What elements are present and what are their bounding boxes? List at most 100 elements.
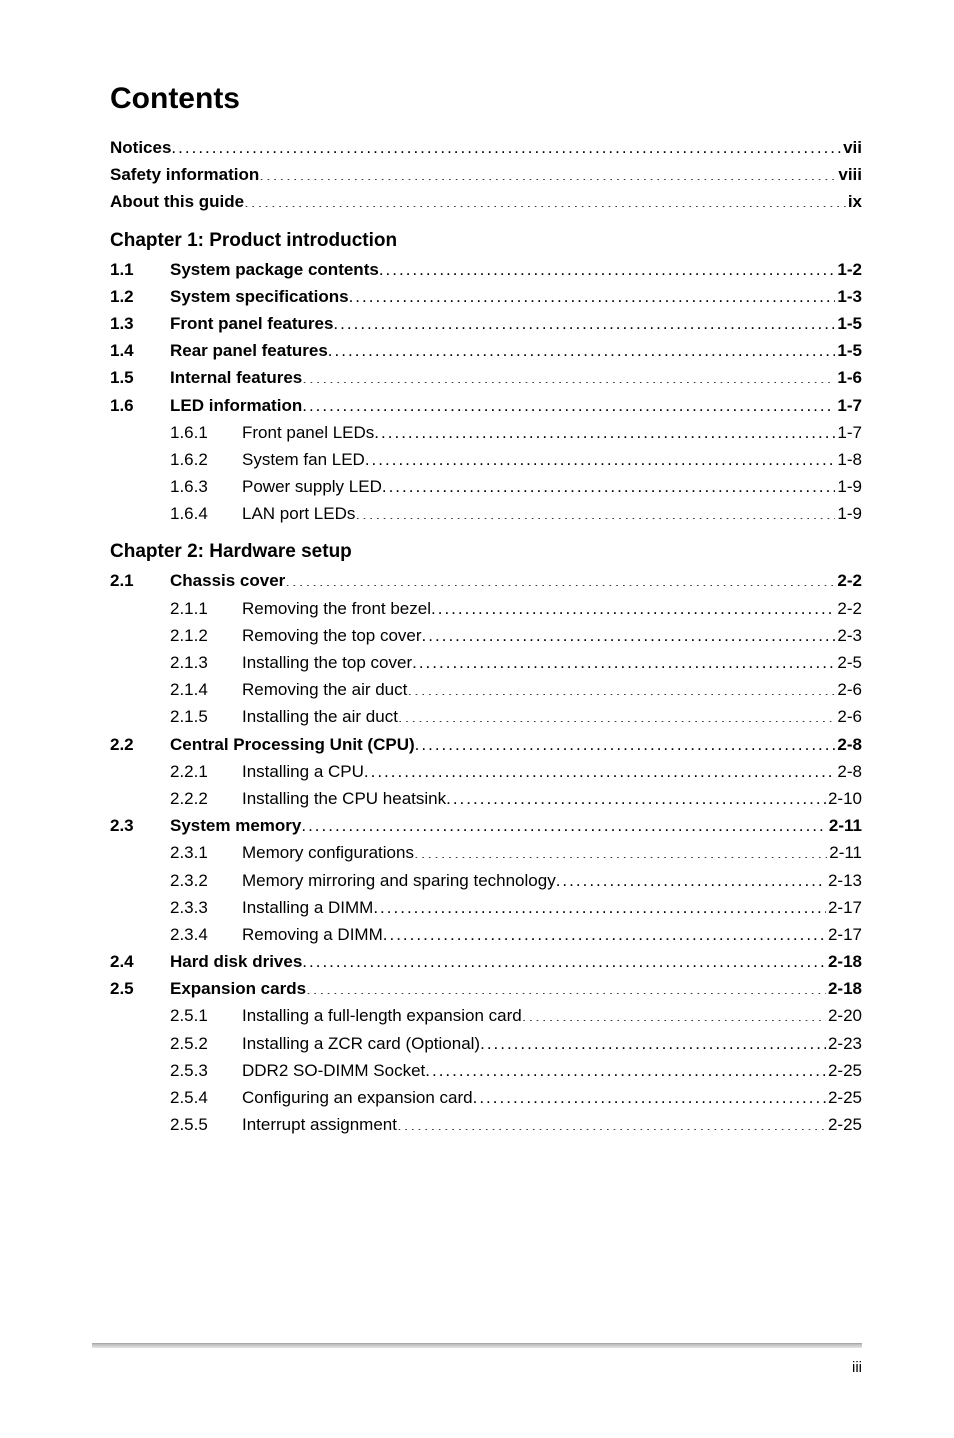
- toc-subentry: 2.3.2 Memory mirroring and sparing techn…: [110, 867, 862, 894]
- toc-page: 2-3: [835, 622, 862, 649]
- toc-num: 1.3: [110, 310, 170, 337]
- toc-entry: 1.5 Internal features 1-6: [110, 364, 862, 391]
- toc-label: System specifications: [170, 283, 349, 310]
- toc-label: System package contents: [170, 256, 379, 283]
- toc-num: 2.2.2: [170, 785, 242, 812]
- toc-label: Installing a CPU: [242, 758, 364, 785]
- toc-num: 1.6.2: [170, 446, 242, 473]
- toc-leader: [349, 283, 836, 302]
- toc-label: System memory: [170, 812, 301, 839]
- toc-subentry: 2.3.3 Installing a DIMM 2-17: [110, 894, 862, 921]
- toc-num: 2.3: [110, 812, 170, 839]
- toc-entry-notices: Notices vii: [110, 134, 862, 161]
- toc-subentry: 2.2.2 Installing the CPU heatsink 2-10: [110, 785, 862, 812]
- toc-subentry: 1.6.4 LAN port LEDs 1-9: [110, 500, 862, 527]
- toc-entry: 1.4 Rear panel features 1-5: [110, 337, 862, 364]
- toc-page: 1-9: [835, 473, 862, 500]
- toc-entry: 2.3 System memory 2-11: [110, 812, 862, 839]
- toc-page: 2-11: [827, 812, 862, 839]
- toc-num: 2.5.1: [170, 1002, 242, 1029]
- toc-page: 2-8: [835, 731, 862, 758]
- toc-subentry: 2.3.4 Removing a DIMM 2-17: [110, 921, 862, 948]
- toc-subentry: 2.5.3 DDR2 SO-DIMM Socket 2-25: [110, 1057, 862, 1084]
- toc-leader: [383, 921, 826, 940]
- toc-leader: [415, 731, 836, 750]
- toc-page: 1-5: [835, 310, 862, 337]
- toc-leader: [398, 704, 836, 723]
- toc-num: 2.4: [110, 948, 170, 975]
- toc-page: 2-23: [826, 1030, 862, 1057]
- toc-num: 2.1.5: [170, 703, 242, 730]
- toc-leader: [285, 568, 835, 587]
- toc-label: Installing the CPU heatsink: [242, 785, 446, 812]
- toc-leader: [355, 501, 835, 520]
- toc-page: 2-25: [826, 1057, 862, 1084]
- toc-num: 2.5: [110, 975, 170, 1002]
- toc-page: 2-20: [826, 1002, 862, 1029]
- toc-leader: [422, 622, 836, 641]
- toc-subentry: 2.1.5 Installing the air duct 2-6: [110, 703, 862, 730]
- footer-rule: [92, 1343, 862, 1348]
- toc-entry: 2.1 Chassis cover 2-2: [110, 567, 862, 594]
- toc-page: 2-13: [826, 867, 862, 894]
- toc-label: Installing a full-length expansion card: [242, 1002, 522, 1029]
- chapter-2-heading: Chapter 2: Hardware setup: [110, 541, 862, 563]
- toc-num: 2.3.4: [170, 921, 242, 948]
- toc-page: 2-11: [827, 839, 862, 866]
- toc-label: LED information: [170, 392, 302, 419]
- toc-entry: 1.6 LED information 1-7: [110, 392, 862, 419]
- toc-page: 2-2: [835, 567, 862, 594]
- toc-label: Removing the front bezel: [242, 595, 431, 622]
- toc-num: 2.5.5: [170, 1111, 242, 1138]
- toc-entry: 2.5 Expansion cards 2-18: [110, 975, 862, 1002]
- toc-label: Installing a DIMM: [242, 894, 373, 921]
- toc-num: 2.1.4: [170, 676, 242, 703]
- toc-page: 2-17: [826, 921, 862, 948]
- toc-label: Expansion cards: [170, 975, 306, 1002]
- toc-leader: [382, 473, 836, 492]
- toc-label: Installing the top cover: [242, 649, 412, 676]
- toc-subentry: 2.1.1 Removing the front bezel 2-2: [110, 595, 862, 622]
- toc-leader: [302, 365, 835, 384]
- toc-leader: [302, 392, 835, 411]
- toc-subentry: 1.6.1 Front panel LEDs 1-7: [110, 419, 862, 446]
- toc-label: Memory configurations: [242, 839, 414, 866]
- toc-leader: [473, 1084, 826, 1103]
- toc-leader: [397, 1112, 826, 1131]
- toc-leader: [431, 595, 835, 614]
- toc-page: 2-8: [835, 758, 862, 785]
- toc-num: 2.2.1: [170, 758, 242, 785]
- toc-leader: [244, 189, 846, 208]
- toc-label: LAN port LEDs: [242, 500, 355, 527]
- toc-leader: [306, 976, 826, 995]
- toc-page: 2-6: [835, 676, 862, 703]
- toc-entry: 1.2 System specifications 1-3: [110, 283, 862, 310]
- toc-num: 1.6.1: [170, 419, 242, 446]
- toc-page: 1-2: [835, 256, 862, 283]
- toc-num: 1.2: [110, 283, 170, 310]
- toc-label: Safety information: [110, 161, 259, 188]
- toc-leader: [302, 948, 826, 967]
- toc-label: Installing a ZCR card (Optional): [242, 1030, 480, 1057]
- toc-leader: [301, 812, 827, 831]
- toc-leader: [407, 677, 835, 696]
- toc-entry: 2.4 Hard disk drives 2-18: [110, 948, 862, 975]
- toc-num: 1.6: [110, 392, 170, 419]
- toc-leader: [328, 337, 836, 356]
- toc-page: 1-9: [835, 500, 862, 527]
- toc-label: Power supply LED: [242, 473, 382, 500]
- toc-num: 1.1: [110, 256, 170, 283]
- toc-leader: [414, 840, 827, 859]
- toc-leader: [364, 758, 836, 777]
- toc-num: 1.6.3: [170, 473, 242, 500]
- toc-subentry: 1.6.2 System fan LED 1-8: [110, 446, 862, 473]
- toc-label: DDR2 SO-DIMM Socket: [242, 1057, 425, 1084]
- footer-page-number: iii: [852, 1359, 862, 1376]
- toc-num: 2.3.1: [170, 839, 242, 866]
- toc-page: 1-7: [835, 392, 862, 419]
- toc-num: 2.2: [110, 731, 170, 758]
- toc-leader: [446, 785, 826, 804]
- toc-leader: [374, 419, 835, 438]
- toc-page: viii: [836, 161, 862, 188]
- toc-subentry: 2.1.3 Installing the top cover 2-5: [110, 649, 862, 676]
